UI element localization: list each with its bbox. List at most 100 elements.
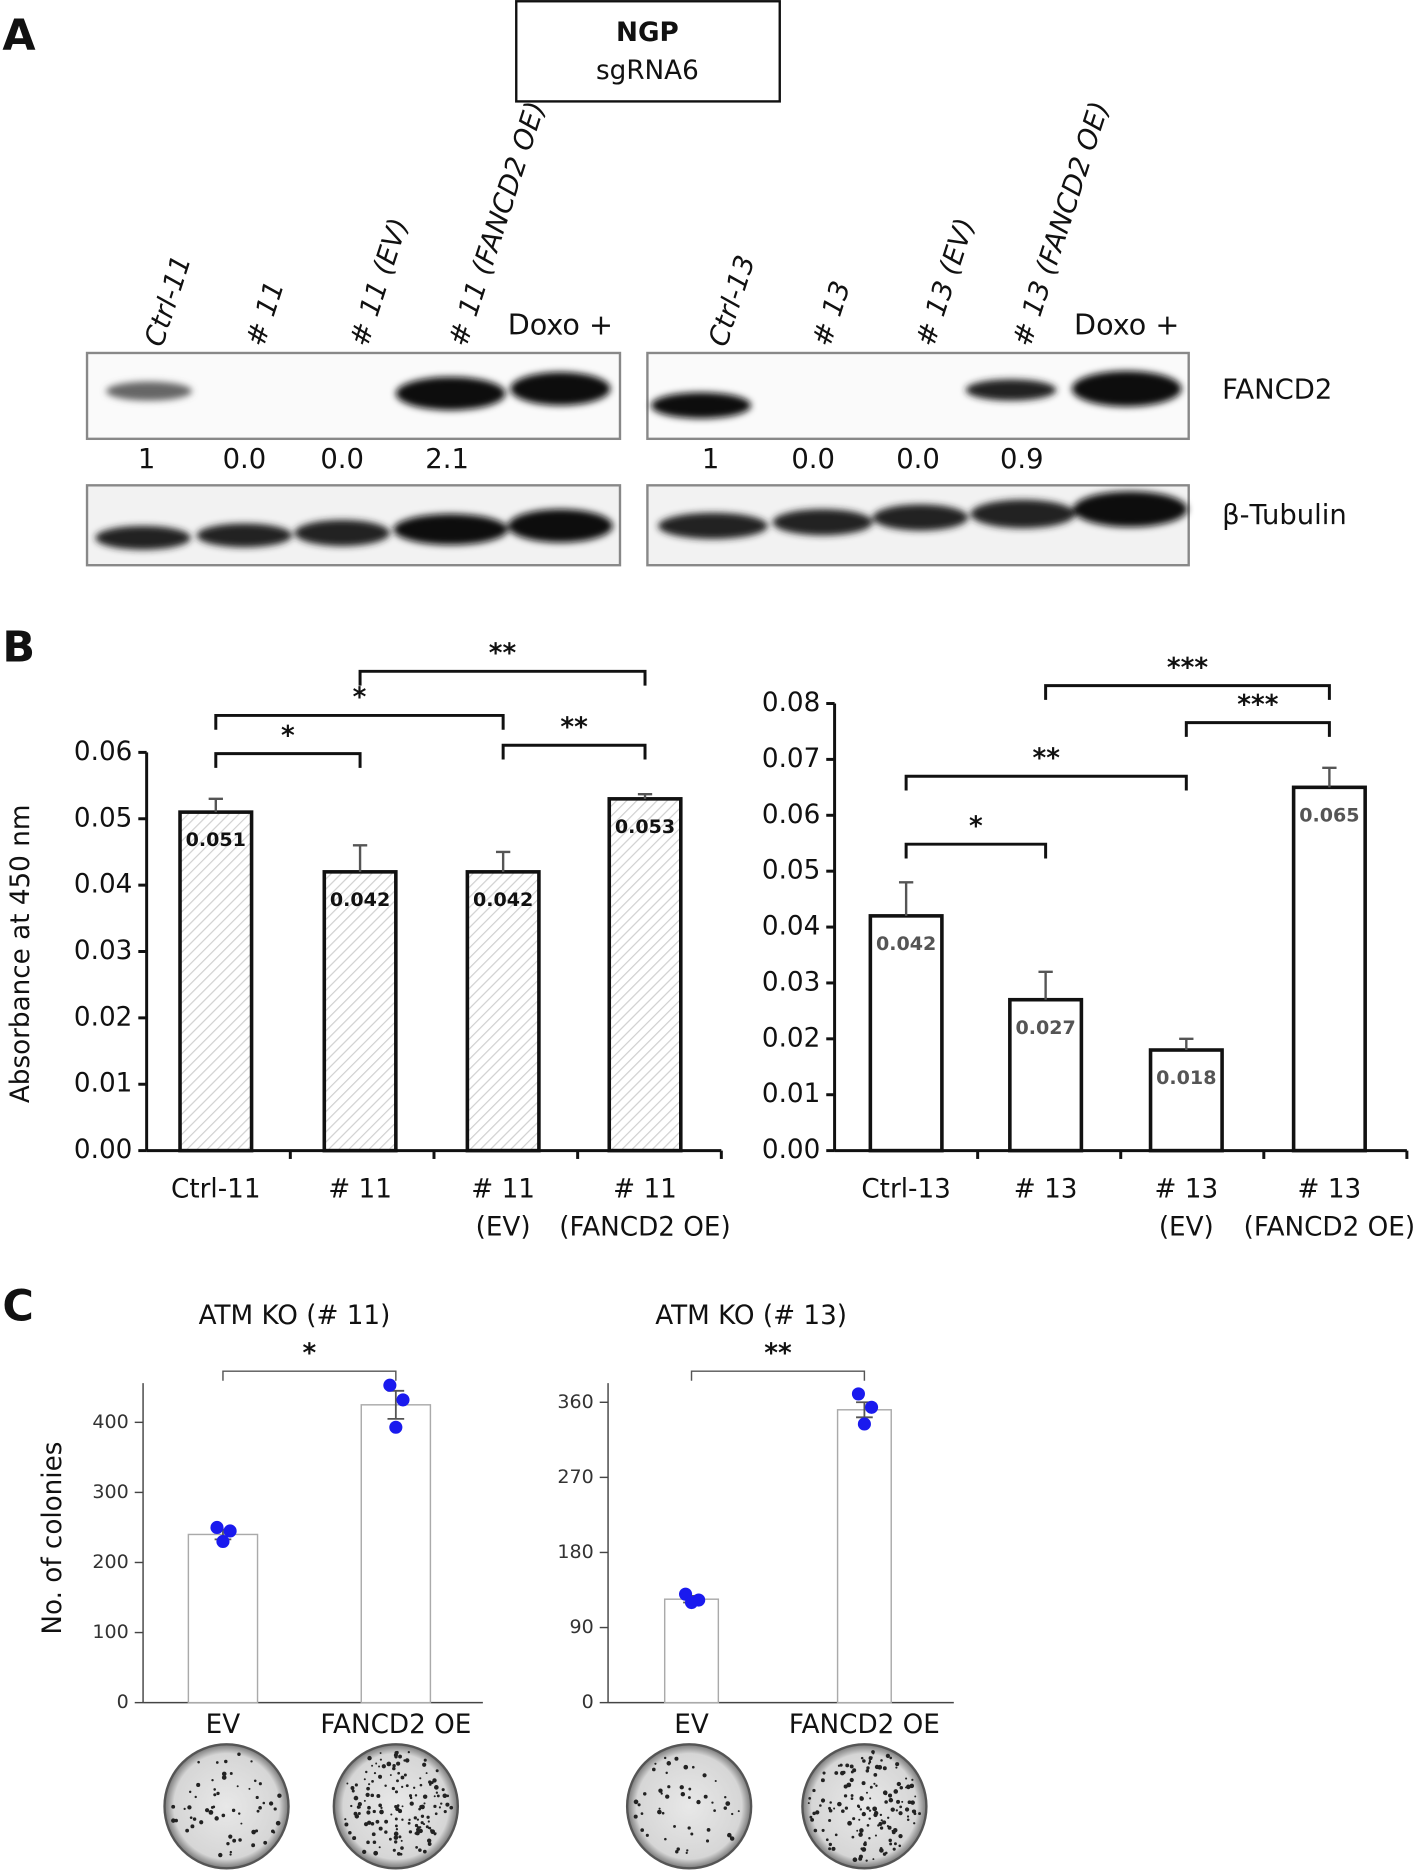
colony (396, 1761, 401, 1766)
y-tick-label: 0.01 (762, 1079, 820, 1109)
colony (680, 1791, 686, 1797)
row-label: β-Tubulin (1222, 500, 1347, 531)
colony (663, 1756, 667, 1760)
colony (408, 1818, 411, 1822)
colony (221, 1813, 226, 1818)
colony (877, 1824, 880, 1827)
error-bar (637, 793, 653, 799)
x-tick-label: (EV) (1159, 1213, 1214, 1243)
colony (393, 1835, 399, 1840)
data-point (383, 1378, 397, 1392)
colony (189, 1816, 193, 1820)
error-bar (1322, 766, 1337, 788)
y-tick-label: 0.00 (762, 1135, 820, 1165)
colony (861, 1811, 866, 1817)
colony (418, 1828, 423, 1834)
colony (425, 1772, 428, 1775)
colony (875, 1784, 878, 1787)
bar (178, 810, 254, 1153)
colony (263, 1840, 268, 1845)
colony (427, 1842, 432, 1846)
y-tick-label: 90 (569, 1616, 593, 1638)
colony (913, 1812, 917, 1816)
colony (420, 1804, 425, 1810)
colony (834, 1833, 838, 1837)
blot-title: NGP (616, 18, 679, 48)
significance-bracket (222, 1370, 397, 1381)
data-point (396, 1393, 410, 1407)
quant-label: 0.9 (1000, 444, 1044, 475)
colony (899, 1805, 903, 1809)
x-tick-label: FANCD2 OE (789, 1710, 940, 1740)
blot-images (85, 351, 1190, 567)
colony (862, 1759, 866, 1763)
colony (204, 1808, 210, 1813)
colony (187, 1805, 192, 1810)
y-tick-label: 0.06 (74, 737, 132, 767)
y-tick-label: 360 (557, 1391, 593, 1413)
colony (861, 1781, 866, 1786)
colony (197, 1760, 200, 1764)
colony (860, 1847, 864, 1851)
colony (889, 1756, 893, 1760)
colony (809, 1815, 813, 1819)
colony (654, 1762, 657, 1765)
bar (607, 797, 683, 1153)
colony (729, 1836, 735, 1841)
colony (422, 1823, 426, 1826)
bar (663, 1598, 720, 1704)
significance-label: ** (489, 639, 517, 669)
colony (199, 1820, 204, 1825)
significance-label: ** (560, 713, 588, 743)
colony (822, 1771, 826, 1775)
colony (381, 1764, 386, 1769)
bar (868, 914, 944, 1153)
y-tick-label: 0.05 (74, 803, 132, 833)
colony (869, 1785, 873, 1789)
colony (666, 1761, 672, 1766)
colony (229, 1853, 232, 1856)
significance-bracket (904, 774, 1188, 791)
significance-label: * (303, 1339, 317, 1369)
colony (691, 1765, 695, 1769)
colony (408, 1794, 413, 1798)
colony (665, 1771, 668, 1775)
colony (893, 1789, 899, 1794)
y-tick-label: 0.05 (762, 856, 820, 886)
quant-label: 1 (702, 444, 719, 475)
colony (238, 1812, 241, 1815)
colony (422, 1849, 427, 1854)
colony (426, 1815, 430, 1819)
colony (683, 1764, 689, 1770)
colony (423, 1758, 427, 1762)
colony (365, 1792, 370, 1798)
x-tick-label: # 11 (471, 1174, 535, 1204)
colony (874, 1764, 880, 1770)
colony (392, 1766, 396, 1771)
chart-title: ATM KO (# 11) (199, 1301, 391, 1331)
colony (723, 1806, 728, 1810)
colony (679, 1785, 684, 1790)
colony (428, 1780, 432, 1784)
colony (705, 1839, 710, 1843)
colony (356, 1805, 361, 1809)
colony (850, 1794, 854, 1797)
colony (401, 1818, 404, 1821)
colony (362, 1849, 367, 1854)
colony (405, 1758, 410, 1763)
colony (226, 1841, 230, 1846)
colony (888, 1838, 892, 1843)
colony (906, 1784, 911, 1790)
colony (351, 1789, 355, 1793)
colony (371, 1832, 376, 1837)
colony (228, 1834, 233, 1839)
colony (196, 1782, 201, 1787)
colony (688, 1787, 692, 1791)
colony (372, 1809, 376, 1814)
colony (815, 1810, 820, 1815)
significance-label: *** (1167, 653, 1208, 683)
significance-label: * (969, 812, 983, 842)
value-label: 0.042 (330, 889, 390, 911)
colony (885, 1753, 890, 1758)
